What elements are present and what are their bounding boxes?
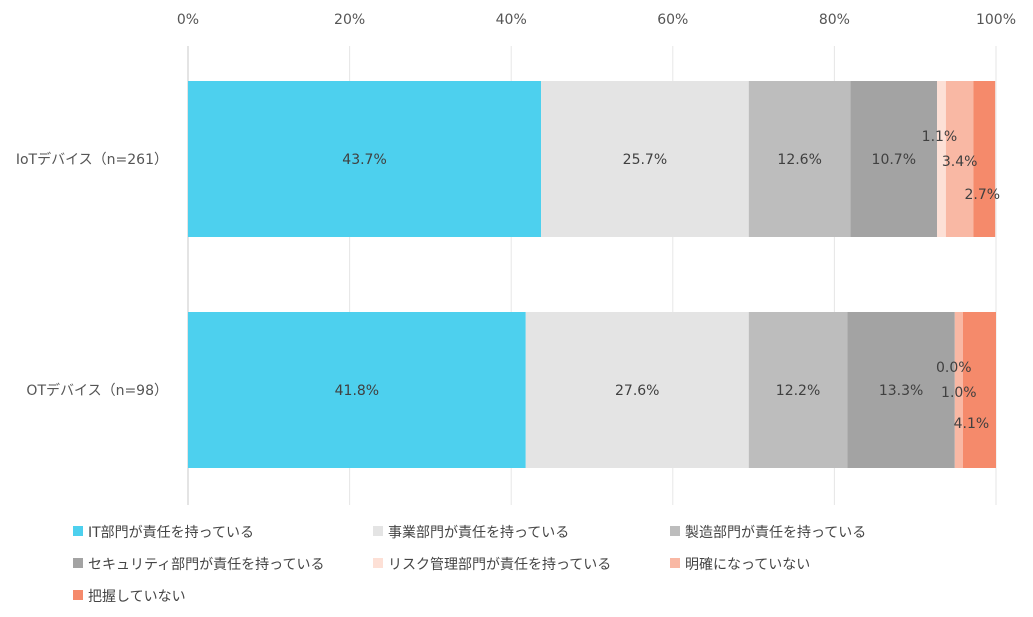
data-label: 27.6%	[615, 383, 659, 399]
legend-label: 製造部門が責任を持っている	[685, 525, 866, 541]
bar-segment	[847, 312, 955, 468]
bar-segment	[850, 81, 938, 237]
data-label: 25.7%	[623, 152, 667, 168]
x-tick-label: 100%	[976, 12, 1016, 28]
data-label: 12.6%	[777, 152, 821, 168]
legend-label: セキュリティ部門が責任を持っている	[88, 557, 324, 573]
legend-label: 事業部門が責任を持っている	[388, 525, 569, 541]
x-axis-ticks: 0% 20% 40% 60% 80% 100%	[177, 12, 1016, 28]
data-label: 1.0%	[941, 385, 977, 401]
x-tick-label: 40%	[496, 12, 527, 28]
bar-segment	[748, 312, 848, 468]
data-labels: 43.7% 25.7% 12.6% 10.7% 1.1% 3.4% 2.7% 41.8% 27.…	[335, 129, 1000, 432]
legend: IT部門が責任を持っている 事業部門が責任を持っている 製造部門が責任を持っているセ…	[73, 525, 866, 605]
x-tick-label: 80%	[819, 12, 850, 28]
legend-swatch	[373, 526, 383, 536]
legend-swatch	[373, 558, 383, 568]
legend-label: 把握していない	[88, 589, 186, 605]
data-label: 10.7%	[872, 152, 916, 168]
data-label: 41.8%	[335, 383, 379, 399]
legend-swatch	[73, 590, 83, 600]
legend-label: IT部門が責任を持っている	[88, 525, 254, 541]
legend-label: リスク管理部門が責任を持っている	[388, 557, 611, 573]
bar-segment	[748, 81, 851, 237]
data-label: 0.0%	[936, 360, 972, 376]
data-label: 3.4%	[942, 154, 978, 170]
bar-segment	[188, 312, 526, 468]
legend-swatch	[73, 558, 83, 568]
bars	[188, 81, 996, 468]
bar-segment	[962, 312, 996, 468]
bar-segment	[945, 81, 974, 237]
data-label: 4.1%	[954, 416, 990, 432]
legend-swatch	[73, 526, 83, 536]
x-tick-label: 0%	[177, 12, 199, 28]
data-label: 13.3%	[879, 383, 923, 399]
x-tick-label: 60%	[657, 12, 688, 28]
data-label: 2.7%	[964, 187, 1000, 203]
data-label: 12.2%	[776, 383, 820, 399]
category-labels: IoTデバイス（n=261） OTデバイス（n=98）	[16, 151, 168, 399]
bar-segment	[937, 81, 946, 237]
data-label: 1.1%	[922, 129, 958, 145]
x-tick-label: 20%	[334, 12, 365, 28]
data-label: 43.7%	[342, 152, 386, 168]
legend-label: 明確になっていない	[685, 557, 810, 573]
legend-swatch	[670, 526, 680, 536]
bar-segment	[188, 81, 542, 237]
bar-segment	[541, 81, 749, 237]
category-label: OTデバイス（n=98）	[26, 382, 168, 399]
legend-swatch	[670, 558, 680, 568]
bar-segment	[954, 312, 963, 468]
bar-segment	[525, 312, 749, 468]
bar-segment	[973, 81, 996, 237]
category-label: IoTデバイス（n=261）	[16, 151, 168, 168]
